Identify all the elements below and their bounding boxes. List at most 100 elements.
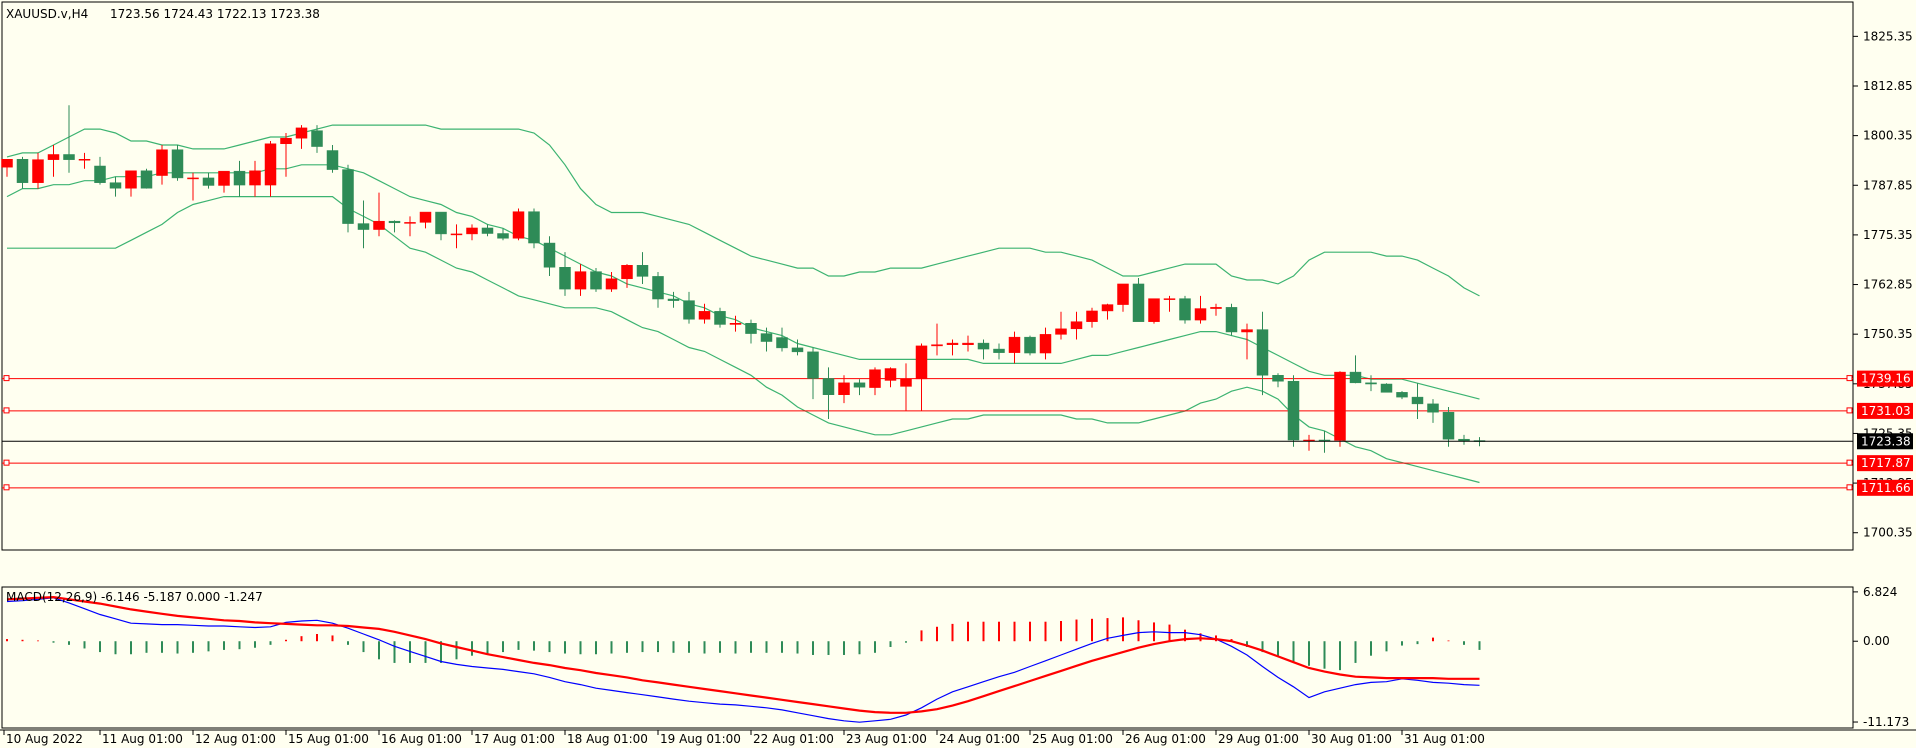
y-tick-label: 1750.35 xyxy=(1863,327,1913,341)
price-panel-frame xyxy=(1,1,1854,551)
candle-body xyxy=(1287,380,1300,441)
candle-body xyxy=(156,149,168,176)
macd-y-tick-label: 6.824 xyxy=(1863,585,1897,599)
candle-body xyxy=(962,342,974,345)
current-price-label: 1723.38 xyxy=(1861,434,1911,448)
candle-body xyxy=(1163,298,1176,300)
candle-body xyxy=(869,369,881,388)
candle-body xyxy=(16,159,29,183)
candle-body xyxy=(1349,371,1362,384)
candle-body xyxy=(63,154,75,160)
macd-panel-frame xyxy=(1,586,1854,729)
candle-body xyxy=(1024,336,1036,354)
x-tick-label: 17 Aug 01:00 xyxy=(474,732,555,746)
level-price-label: 1739.16 xyxy=(1861,372,1911,386)
price-panel[interactable]: 1825.35 1812.85 1800.35 1787.85 1775.35 1762.… xyxy=(1,1,1914,551)
candle-body xyxy=(1380,383,1393,393)
candle-body xyxy=(1086,310,1098,322)
candle-body xyxy=(559,267,571,290)
candle-body xyxy=(574,271,587,290)
level-handle-left xyxy=(3,407,10,414)
level-handle-right xyxy=(1846,407,1853,414)
x-tick-label: 24 Aug 01:00 xyxy=(939,732,1020,746)
candle-body xyxy=(977,342,990,350)
candle-body xyxy=(311,130,323,147)
level-price-tag xyxy=(1857,479,1913,496)
candle-body xyxy=(1396,392,1408,398)
candle-body xyxy=(202,177,215,186)
candle-body xyxy=(1008,336,1021,353)
level-handle-left xyxy=(3,459,10,466)
candle-body xyxy=(667,298,680,301)
candle-body xyxy=(1427,403,1439,413)
x-tick-label: 23 Aug 01:00 xyxy=(846,732,927,746)
candle-body xyxy=(1101,304,1114,312)
candle-body xyxy=(776,337,788,349)
candle-body xyxy=(1132,283,1145,322)
candle-body xyxy=(450,233,463,236)
y-tick-label: 1775.35 xyxy=(1863,228,1913,242)
candle-body xyxy=(388,220,401,224)
candle-body xyxy=(342,169,354,224)
band-lower-line xyxy=(7,196,1480,484)
x-tick-label: 22 Aug 01:00 xyxy=(753,732,834,746)
level-handle-left xyxy=(3,375,10,382)
candle-body xyxy=(683,300,695,320)
candle-body xyxy=(1225,307,1238,333)
macd-panel[interactable]: 6.824 0.00 -11.173 10 Aug 2022 11 Aug 01:00 1… xyxy=(0,585,1916,746)
x-tick-label: 15 Aug 01:00 xyxy=(288,732,369,746)
current-price-tag xyxy=(1857,433,1913,450)
candle-body xyxy=(590,271,602,290)
level-price-tag xyxy=(1857,370,1913,387)
candle-body xyxy=(729,323,742,325)
macd-y-tick-label: -11.173 xyxy=(1863,715,1909,729)
candle-body xyxy=(605,278,618,290)
candle-body xyxy=(807,351,819,379)
candle-body xyxy=(636,265,649,277)
y-tick-label: 1800.35 xyxy=(1863,129,1913,143)
candle-body xyxy=(78,159,91,161)
y-tick-label: 1787.85 xyxy=(1863,178,1913,192)
level-price-label: 1711.66 xyxy=(1861,481,1911,495)
candle-body xyxy=(1148,298,1160,322)
candle-body xyxy=(1194,308,1207,321)
candle-body xyxy=(1411,396,1424,405)
candle-body xyxy=(435,211,447,235)
candle-body xyxy=(140,170,153,189)
candle-body xyxy=(497,233,509,239)
candle-body xyxy=(47,154,60,160)
candle-body xyxy=(481,227,494,234)
candle-body xyxy=(295,127,308,139)
x-tick-label: 10 Aug 2022 xyxy=(6,732,83,746)
candle-body xyxy=(1442,411,1455,440)
x-tick-label: 18 Aug 01:00 xyxy=(567,732,648,746)
candle-body xyxy=(187,177,199,180)
candle-body xyxy=(1334,371,1346,441)
level-price-label: 1731.03 xyxy=(1861,404,1911,418)
level-handle-left xyxy=(3,484,10,491)
macd-signal-line xyxy=(6,595,1480,714)
x-tick-label: 26 Aug 01:00 xyxy=(1125,732,1206,746)
candle-body xyxy=(218,170,230,186)
candle-body xyxy=(993,348,1005,353)
level-handle-right xyxy=(1846,484,1853,491)
candle-body xyxy=(249,170,261,186)
candle-body xyxy=(512,211,525,239)
x-tick-label: 31 Aug 01:00 xyxy=(1404,732,1485,746)
candle-body xyxy=(357,223,370,230)
x-tick-label: 25 Aug 01:00 xyxy=(1032,732,1113,746)
candle-body xyxy=(931,344,943,347)
candle-body xyxy=(125,170,137,189)
candle-body xyxy=(915,345,928,380)
x-tick-label: 19 Aug 01:00 xyxy=(660,732,741,746)
candle-body xyxy=(171,149,184,179)
band-upper-line xyxy=(6,124,1480,297)
level-handle-right xyxy=(1846,459,1853,466)
y-tick-label: 1700.35 xyxy=(1863,526,1913,540)
candle-body xyxy=(698,311,711,320)
candle-body xyxy=(109,182,122,189)
candle-body xyxy=(838,382,850,395)
y-tick-label: 1762.85 xyxy=(1863,278,1913,292)
candle-body xyxy=(884,368,897,381)
